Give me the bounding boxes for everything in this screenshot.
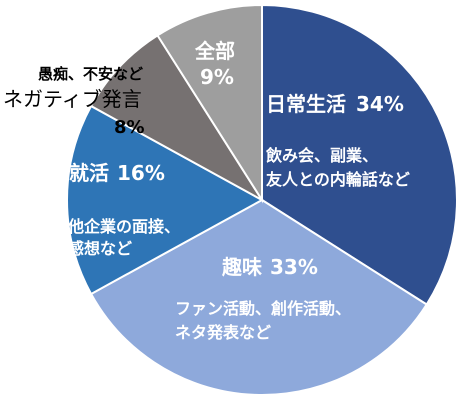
slice-hobby-note-2: ネタ発表など: [175, 323, 271, 342]
slice-negative-label-1: 愚痴、不安など: [38, 65, 143, 83]
slice-all: [156, 3, 263, 204]
slice-job-hunting-note-1: 他企業の面接、: [67, 217, 180, 236]
slice-negative: [89, 33, 263, 201]
slice-all-value: 9%: [200, 65, 234, 89]
slice-job-hunting-note-2: 感想など: [68, 239, 132, 258]
slice-daily-life-note-1: 飲み会、副業、: [265, 146, 378, 165]
slice-negative-label-2: ネガティブ発言: [3, 87, 142, 111]
slice-daily-life-note-2: 友人との内輪話など: [266, 170, 410, 189]
pie-labels: 日常生活 34% 飲み会、副業、 友人との内輪話など 趣味 33% ファン活動、創作…: [3, 39, 410, 342]
pie-slices: [66, 3, 458, 396]
slice-all-label: 全部: [194, 39, 235, 63]
slice-daily-life: [261, 3, 458, 306]
slice-hobby-note-1: ファン活動、創作活動、: [175, 299, 351, 318]
slice-negative-value: 8%: [114, 117, 145, 138]
slice-job-hunting: [66, 104, 265, 296]
slice-hobby-label: 趣味 33%: [221, 255, 318, 279]
slice-daily-life-label: 日常生活 34%: [266, 92, 404, 116]
slice-job-hunting-label: 就活 16%: [69, 161, 165, 185]
